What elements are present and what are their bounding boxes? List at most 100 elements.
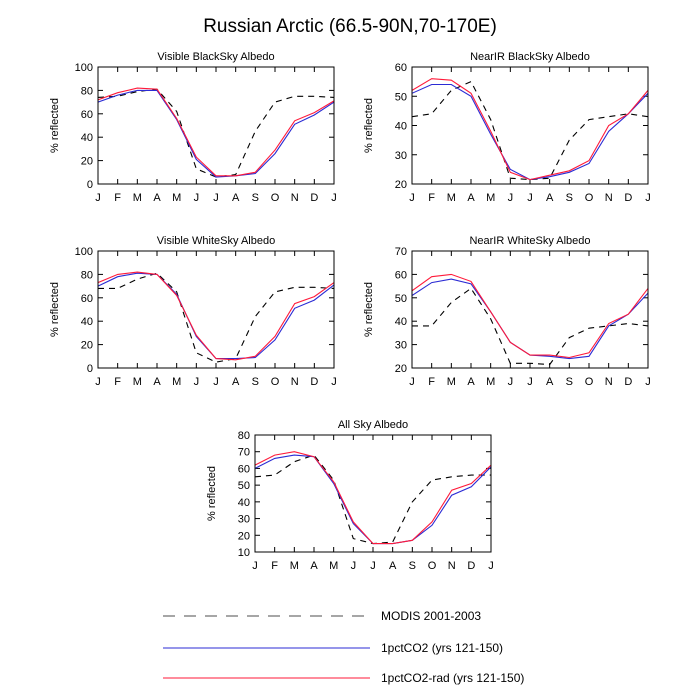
y-tick-label: 100	[75, 246, 93, 258]
chart-panel: Visible WhiteSky Albedo % reflected 0 20 40 6…	[49, 235, 337, 388]
chart-panel: NearIR BlackSky Albedo % reflected 20 30 40 5…	[363, 51, 651, 204]
y-tick-label: 50	[395, 293, 407, 305]
y-tick-label: 20	[81, 340, 93, 352]
x-tick-label: O	[585, 376, 594, 388]
y-tick-label: 30	[395, 150, 407, 162]
x-tick-label: D	[467, 560, 475, 572]
series-line	[412, 80, 648, 181]
x-tick-label: M	[447, 376, 456, 388]
x-tick-label: A	[153, 192, 161, 204]
x-tick-label: J	[331, 192, 337, 204]
x-tick-label: J	[213, 376, 219, 388]
x-tick-label: J	[213, 192, 219, 204]
x-tick-label: J	[409, 192, 415, 204]
y-tick-label: 80	[238, 430, 250, 442]
y-tick-label: 60	[81, 109, 93, 121]
legend-label: 1pctCO2 (yrs 121-150)	[381, 641, 503, 655]
y-axis-label: % reflected	[49, 98, 61, 153]
panel-title: Visible BlackSky Albedo	[157, 51, 274, 63]
y-tick-label: 70	[395, 246, 407, 258]
x-tick-label: J	[194, 192, 200, 204]
series-line	[412, 83, 648, 181]
x-tick-label: S	[409, 560, 416, 572]
x-tick-label: D	[310, 376, 318, 388]
x-tick-label: J	[409, 376, 415, 388]
panel-title: NearIR BlackSky Albedo	[470, 51, 590, 63]
x-tick-label: M	[290, 560, 299, 572]
x-tick-label: N	[448, 560, 456, 572]
x-tick-label: S	[566, 192, 573, 204]
y-tick-label: 50	[238, 480, 250, 492]
x-tick-label: J	[527, 376, 533, 388]
x-tick-label: S	[566, 376, 573, 388]
y-tick-label: 60	[81, 293, 93, 305]
plot-frame	[411, 66, 649, 185]
x-tick-label: M	[172, 376, 181, 388]
series-line	[412, 278, 648, 360]
y-tick-label: 40	[81, 316, 93, 328]
x-tick-label: O	[271, 376, 280, 388]
plot-frame	[97, 66, 335, 185]
legend-label: 1pctCO2-rad (yrs 121-150)	[381, 671, 524, 685]
series-line	[255, 454, 491, 545]
y-axis-label: % reflected	[49, 282, 61, 337]
x-tick-label: A	[153, 376, 161, 388]
y-tick-label: 70	[238, 447, 250, 459]
x-tick-label: F	[428, 192, 435, 204]
x-tick-label: J	[645, 192, 651, 204]
x-tick-label: M	[486, 376, 495, 388]
x-tick-label: J	[508, 192, 514, 204]
y-tick-label: 30	[395, 340, 407, 352]
y-tick-label: 0	[87, 363, 93, 375]
x-tick-label: A	[310, 560, 318, 572]
y-tick-label: 80	[81, 269, 93, 281]
x-tick-label: O	[585, 192, 594, 204]
x-tick-label: M	[133, 376, 142, 388]
x-tick-label: J	[252, 560, 258, 572]
y-axis-label: % reflected	[206, 466, 218, 521]
x-tick-label: A	[546, 376, 554, 388]
series-line	[412, 287, 648, 366]
x-tick-label: F	[428, 376, 435, 388]
series-line	[98, 272, 334, 363]
x-tick-label: F	[114, 376, 121, 388]
x-tick-label: J	[527, 192, 533, 204]
x-tick-label: D	[310, 192, 318, 204]
y-tick-label: 60	[395, 62, 407, 74]
series-line	[98, 87, 334, 177]
y-tick-label: 60	[238, 463, 250, 475]
plot-frame	[411, 250, 649, 369]
series-line	[98, 88, 334, 178]
y-tick-label: 40	[238, 497, 250, 509]
y-tick-label: 20	[395, 363, 407, 375]
x-tick-label: J	[351, 560, 357, 572]
y-tick-label: 20	[238, 530, 250, 542]
series-line	[255, 451, 491, 545]
y-tick-label: 40	[81, 132, 93, 144]
y-tick-label: 50	[395, 91, 407, 103]
y-tick-label: 0	[87, 179, 93, 191]
x-tick-label: F	[271, 560, 278, 572]
y-axis-label: % reflected	[363, 98, 375, 153]
y-tick-label: 20	[395, 179, 407, 191]
series-line	[412, 273, 648, 359]
x-tick-label: D	[624, 192, 632, 204]
x-tick-label: A	[467, 192, 475, 204]
y-axis-label: % reflected	[363, 282, 375, 337]
x-tick-label: D	[624, 376, 632, 388]
x-tick-label: J	[95, 192, 101, 204]
legend-label: MODIS 2001-2003	[381, 609, 481, 623]
x-tick-label: N	[291, 376, 299, 388]
x-tick-label: M	[172, 192, 181, 204]
legend: MODIS 2001-2003 1pctCO2 (yrs 121-150) 1pct…	[163, 609, 524, 685]
x-tick-label: S	[252, 192, 259, 204]
x-tick-label: A	[546, 192, 554, 204]
y-tick-label: 60	[395, 269, 407, 281]
x-tick-label: J	[370, 560, 376, 572]
x-tick-label: M	[133, 192, 142, 204]
chart-panel: Visible BlackSky Albedo % reflected 0 20 40 6…	[49, 51, 337, 204]
x-tick-label: O	[428, 560, 437, 572]
chart-panel: NearIR WhiteSky Albedo % reflected 20 30 40 5…	[363, 235, 651, 388]
y-tick-label: 40	[395, 121, 407, 133]
